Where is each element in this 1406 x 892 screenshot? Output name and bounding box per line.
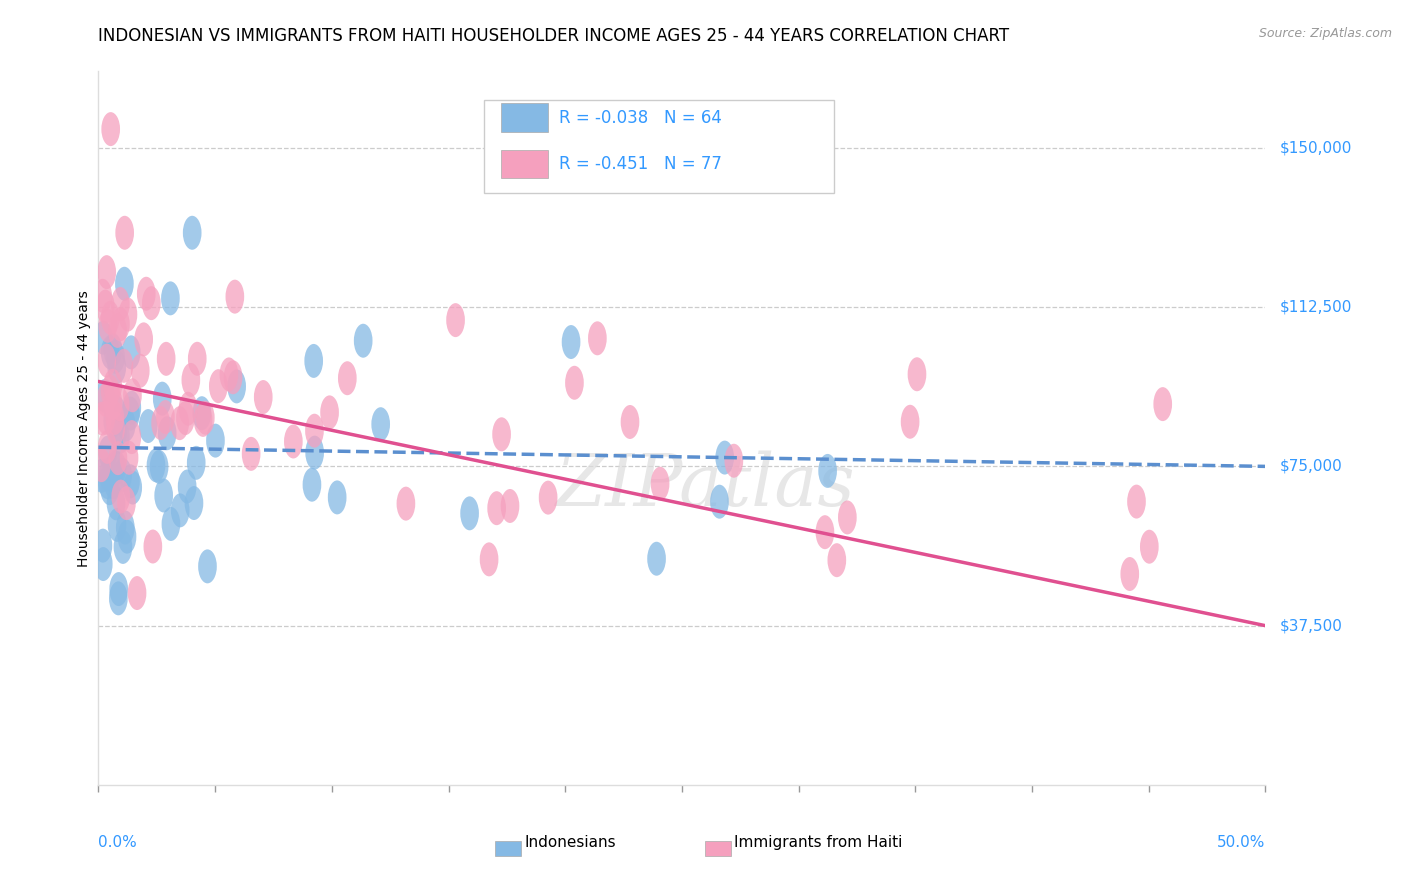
Text: Immigrants from Haiti: Immigrants from Haiti <box>734 835 903 849</box>
Text: 0.0%: 0.0% <box>98 835 138 850</box>
Text: R = -0.038   N = 64: R = -0.038 N = 64 <box>560 109 723 127</box>
Text: $112,500: $112,500 <box>1279 300 1351 315</box>
FancyBboxPatch shape <box>484 100 834 193</box>
Text: $150,000: $150,000 <box>1279 140 1351 155</box>
Text: Source: ZipAtlas.com: Source: ZipAtlas.com <box>1258 27 1392 40</box>
Bar <box>501 150 548 178</box>
Bar <box>501 103 548 132</box>
Bar <box>495 840 520 856</box>
Y-axis label: Householder Income Ages 25 - 44 years: Householder Income Ages 25 - 44 years <box>77 290 91 566</box>
Text: Indonesians: Indonesians <box>524 835 616 849</box>
Text: $75,000: $75,000 <box>1279 458 1343 474</box>
Text: $37,500: $37,500 <box>1279 618 1343 633</box>
Bar <box>706 840 731 856</box>
Text: ZIPatlas: ZIPatlas <box>555 450 855 521</box>
Text: R = -0.451   N = 77: R = -0.451 N = 77 <box>560 155 723 173</box>
Text: 50.0%: 50.0% <box>1218 835 1265 850</box>
Text: INDONESIAN VS IMMIGRANTS FROM HAITI HOUSEHOLDER INCOME AGES 25 - 44 YEARS CORREL: INDONESIAN VS IMMIGRANTS FROM HAITI HOUS… <box>98 27 1010 45</box>
